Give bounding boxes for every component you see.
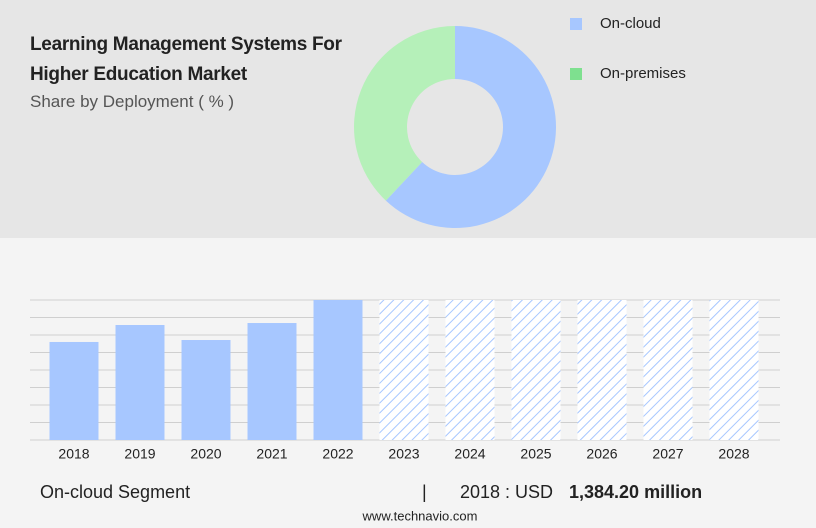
x-tick-label: 2021 <box>256 446 287 462</box>
x-tick-label: 2024 <box>454 446 485 462</box>
x-tick-label: 2019 <box>124 446 155 462</box>
bar <box>313 300 363 440</box>
forecast-bar <box>445 300 495 440</box>
bar <box>181 340 231 440</box>
x-tick-label: 2020 <box>190 446 221 462</box>
legend-label: On-premises <box>600 65 686 82</box>
bar <box>49 341 99 440</box>
forecast-bar <box>709 300 759 440</box>
legend-swatch <box>570 68 582 80</box>
chart-title: Learning Management Systems For Higher E… <box>30 34 342 85</box>
donut-slice <box>354 25 455 201</box>
x-tick-label: 2025 <box>520 446 551 462</box>
forecast-bar <box>379 300 429 440</box>
chart-subtitle: Share by Deployment ( % ) <box>30 92 235 111</box>
x-tick-label: 2028 <box>718 446 749 462</box>
bar <box>115 324 165 440</box>
x-tick-label: 2022 <box>322 446 353 462</box>
forecast-bar <box>643 300 693 440</box>
year-label: 2018 : USD <box>460 482 553 502</box>
forecast-bar <box>511 300 561 440</box>
bar <box>247 323 297 440</box>
legend-swatch <box>570 18 582 30</box>
x-tick-label: 2027 <box>652 446 683 462</box>
x-tick-label: 2018 <box>58 446 89 462</box>
amount: 1,384.20 million <box>569 482 702 502</box>
x-tick-label: 2023 <box>388 446 419 462</box>
donut-slice <box>385 26 557 228</box>
separator: | <box>422 482 427 502</box>
forecast-bar <box>577 300 627 440</box>
x-tick-label: 2026 <box>586 446 617 462</box>
source: www.technavio.com <box>362 508 478 523</box>
segment-label: On-cloud Segment <box>40 482 190 502</box>
legend-label: On-cloud <box>600 15 661 32</box>
